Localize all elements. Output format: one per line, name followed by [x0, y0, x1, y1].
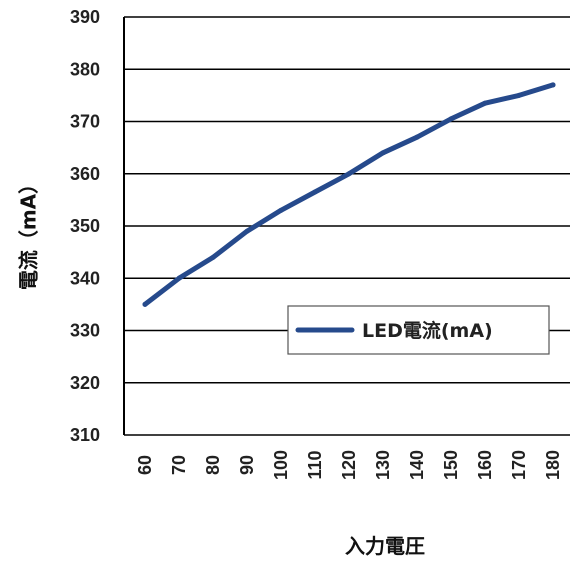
y-tick-label-330: 330 [70, 321, 100, 341]
data-point-60 [142, 301, 148, 307]
data-point-180 [550, 82, 556, 88]
x-tick-label-150: 150 [441, 450, 461, 480]
x-tick-label-120: 120 [339, 450, 359, 480]
y-tick-label-380: 380 [70, 59, 100, 79]
data-point-170 [516, 92, 522, 98]
legend: LED電流(mA) [287, 305, 550, 355]
x-tick-label-100: 100 [271, 450, 291, 480]
x-tick-label-160: 160 [475, 450, 495, 480]
data-point-150 [448, 116, 454, 122]
y-tick-label-310: 310 [70, 425, 100, 445]
data-point-160 [482, 100, 488, 106]
x-tick-label-180: 180 [543, 450, 563, 480]
data-point-100 [278, 207, 284, 213]
data-point-110 [312, 189, 318, 195]
y-tick-label-390: 390 [70, 7, 100, 27]
legend-box [287, 305, 550, 355]
y-tick-label-370: 370 [70, 112, 100, 132]
data-point-80 [210, 254, 216, 260]
y-axis-tick-labels: 310 320 330 340 350 360 370 380 390 [70, 7, 100, 445]
x-tick-label-140: 140 [407, 450, 427, 480]
x-tick-label-60: 60 [135, 455, 155, 475]
data-point-70 [176, 275, 182, 281]
legend-label: LED電流(mA) [362, 319, 493, 342]
y-tick-label-360: 360 [70, 164, 100, 184]
data-point-140 [414, 134, 420, 140]
data-point-120 [346, 171, 352, 177]
y-tick-label-350: 350 [70, 216, 100, 236]
y-tick-label-340: 340 [70, 268, 100, 288]
data-point-90 [244, 228, 250, 234]
y-tick-label-320: 320 [70, 373, 100, 393]
y-axis-title: 電流（mA） [17, 174, 41, 290]
x-axis-title: 入力電圧 [345, 534, 425, 558]
x-tick-label-70: 70 [169, 455, 189, 475]
series-line-0 [142, 82, 556, 307]
series-layer [142, 82, 556, 307]
x-tick-label-80: 80 [203, 455, 223, 475]
x-axis-tick-labels: 60 70 80 90 100 110 120 130 140 150 160 170 180 [135, 450, 563, 480]
x-tick-label-110: 110 [305, 450, 325, 479]
x-tick-label-170: 170 [509, 450, 529, 480]
data-point-130 [380, 150, 386, 156]
x-tick-label-90: 90 [237, 455, 257, 475]
x-tick-label-130: 130 [373, 450, 393, 480]
grid-lines [124, 16, 570, 436]
